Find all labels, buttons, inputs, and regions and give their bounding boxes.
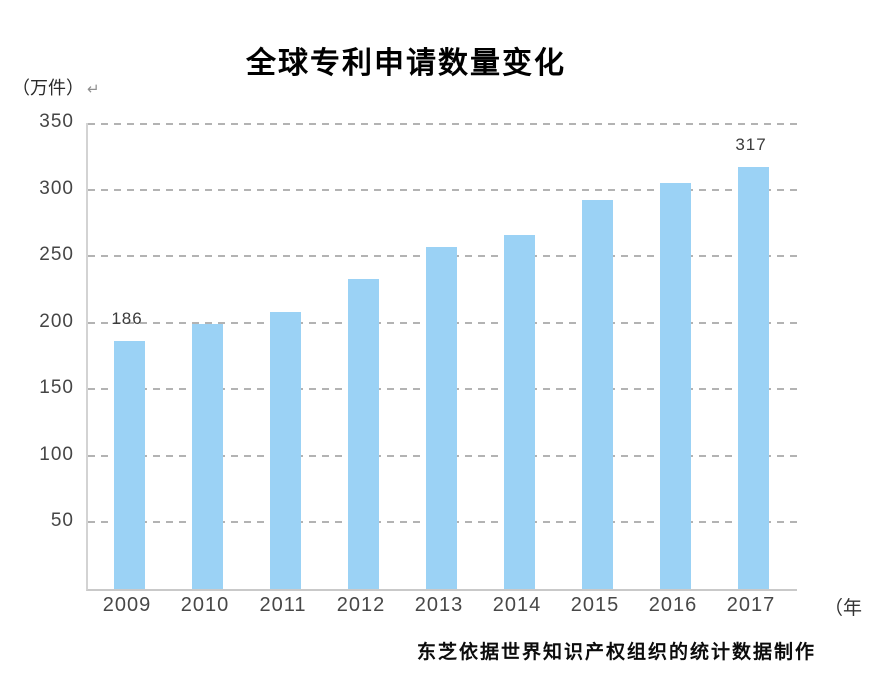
y-tick-label-200: 200 <box>39 310 74 332</box>
y-axis-unit-label: （万件） ↵ <box>12 74 100 100</box>
y-tick-label-350: 350 <box>39 111 74 132</box>
value-label-2017: 317 <box>735 134 767 154</box>
bar-2014 <box>503 234 535 589</box>
return-mark-icon: ↵ <box>87 81 100 98</box>
y-axis-unit-text: （万件） <box>12 78 84 98</box>
x-tick-label-2013: 2013 <box>414 594 464 616</box>
x-axis-year-suffix: （年 <box>824 598 863 619</box>
plot-area <box>86 123 797 591</box>
bar-2015 <box>581 200 613 589</box>
y-tick-label-50: 50 <box>50 510 74 532</box>
y-tick-label-100: 100 <box>39 443 74 465</box>
value-label-2009: 186 <box>111 309 143 329</box>
bar-2009 <box>113 341 145 589</box>
chart-title: 全球专利申请数量变化 <box>246 47 566 80</box>
x-tick-label-2016: 2016 <box>648 594 698 616</box>
x-tick-label-2014: 2014 <box>492 594 542 616</box>
x-tick-label-2010: 2010 <box>180 594 230 616</box>
bar-2011 <box>269 312 301 589</box>
y-tick-label-300: 300 <box>39 177 74 199</box>
bar-2013 <box>425 246 457 589</box>
x-tick-label-2017: 2017 <box>726 594 776 616</box>
x-tick-label-2011: 2011 <box>259 594 307 616</box>
bar-2017 <box>737 166 769 589</box>
x-tick-label-2012: 2012 <box>336 594 386 616</box>
bar-2012 <box>347 278 379 589</box>
gridline-350 <box>88 123 797 125</box>
gridline-300 <box>88 188 797 191</box>
y-tick-label-250: 250 <box>39 244 74 266</box>
source-caption: 东芝依据世界知识产权组织的统计数据制作 <box>417 642 817 663</box>
bar-2010 <box>191 324 223 589</box>
bar-2016 <box>659 182 691 589</box>
x-tick-label-2015: 2015 <box>570 594 620 616</box>
y-tick-label-150: 150 <box>39 377 74 399</box>
x-tick-label-2009: 2009 <box>102 594 152 616</box>
